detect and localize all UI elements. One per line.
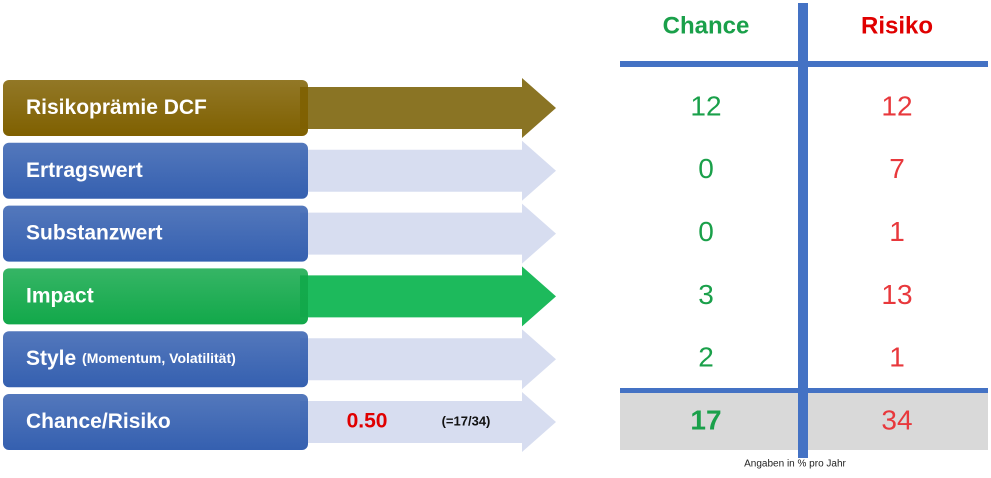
chance-value: 12 [690,90,721,121]
row-label: Ertragswert [26,158,143,181]
chance-value: 3 [698,279,714,310]
risiko-value: 7 [889,153,905,184]
header-divider [620,61,988,67]
chance-value: 0 [698,216,714,247]
ratio: 0.50 [347,410,388,433]
risiko-value: 13 [881,279,912,310]
header-risiko: Risiko [861,12,933,39]
arrow [300,203,556,264]
label-box [3,142,308,199]
risiko-value: 12 [881,90,912,121]
row-label-text: Chance/Risiko [26,410,171,433]
row-sublabel: (Momentum, Volatilität) [82,350,236,366]
row-label: Impact [26,284,94,307]
label-box [3,394,308,450]
row-label-text: Impact [26,284,94,307]
chance-value: 0 [698,153,714,184]
risiko-value: 1 [889,216,905,247]
arrow [300,392,556,452]
label-box [3,80,308,136]
row-label: Substanzwert [26,221,163,244]
formula: (=17/34) [442,413,491,428]
arrow [300,266,556,327]
chance-value: 2 [698,342,714,373]
row-label-text: Ertragswert [26,158,143,181]
arrow [300,140,556,201]
row-label-text: Risikoprämie DCF [26,96,207,119]
row-label: Style (Momentum, Volatilität) [26,347,236,370]
label-box [3,268,308,325]
label-box [3,331,308,388]
row-label-text: Style [26,347,76,370]
arrow [300,329,556,390]
row-label: Risikoprämie DCF [26,96,207,119]
chance-value: 17 [690,404,721,435]
note: Angaben in % pro Jahr [744,459,846,470]
risiko-value: 34 [881,404,912,435]
row-label-text: Substanzwert [26,221,163,244]
total-divider [620,388,988,393]
header-chance: Chance [663,12,750,39]
row-label: Chance/Risiko [26,410,171,433]
label-box [3,205,308,262]
vertical-divider [798,3,808,458]
risiko-value: 1 [889,342,905,373]
arrow [300,78,556,138]
